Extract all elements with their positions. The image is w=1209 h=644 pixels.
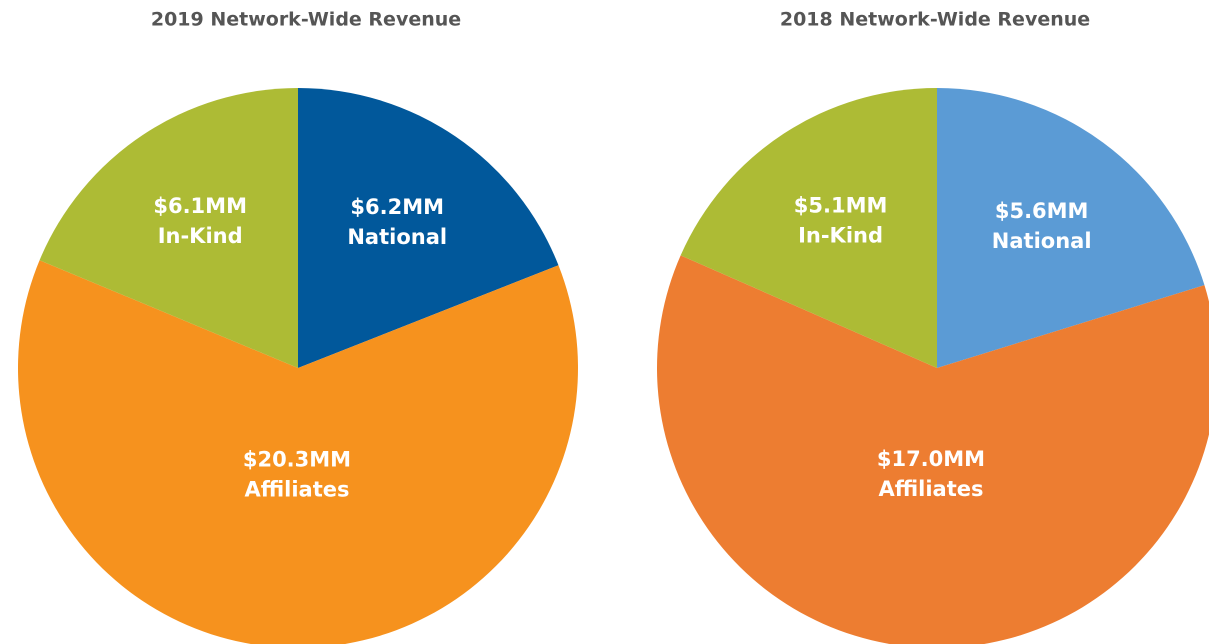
pie-slice	[657, 255, 1209, 644]
pie-slice	[39, 88, 298, 368]
pie-slice	[680, 88, 937, 368]
slice-category-label: In-Kind	[798, 223, 883, 247]
slice-category-label: Affiliates	[878, 477, 983, 501]
slice-value-label: $5.6MM	[995, 199, 1089, 223]
pie-slice	[298, 88, 559, 368]
slice-value-label: $5.1MM	[794, 193, 888, 217]
pie-slice	[18, 260, 578, 644]
slice-value-label: $17.0MM	[877, 447, 985, 471]
slice-value-label: $6.2MM	[350, 195, 444, 219]
chart-title: 2018 Network-Wide Revenue	[780, 9, 1090, 31]
slice-category-label: Affiliates	[244, 477, 349, 501]
slice-value-label: $20.3MM	[243, 447, 351, 471]
slice-category-label: National	[992, 229, 1092, 253]
pie-slice	[937, 88, 1205, 368]
slice-category-label: National	[347, 225, 447, 249]
chart-title: 2019 Network-Wide Revenue	[151, 9, 461, 31]
slice-category-label: In-Kind	[158, 224, 243, 248]
slice-value-label: $6.1MM	[153, 194, 247, 218]
